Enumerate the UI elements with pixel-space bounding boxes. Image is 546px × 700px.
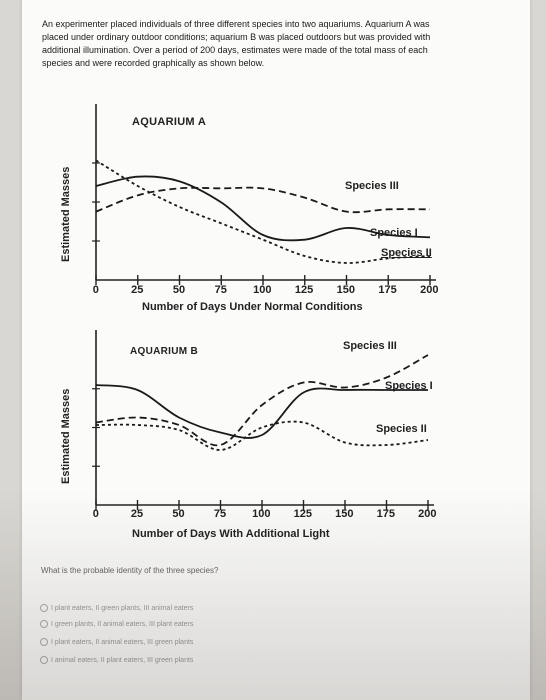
chart-b-tick-label: 75: [213, 508, 227, 520]
intro-line: additional illumination. Over a period o…: [42, 45, 428, 55]
chart-b-legend-species-ii: Species II: [376, 423, 427, 435]
chart-a-tick-label: 200: [420, 284, 439, 296]
chart-a-tick-label: 150: [336, 284, 355, 296]
chart-b-series-line: [95, 354, 429, 447]
chart-b-legend-species-iii: Species III: [343, 340, 397, 352]
chart-a-title: AQUARIUM A: [132, 116, 207, 128]
chart-b-series-line: [95, 420, 429, 451]
worksheet-page: [22, 0, 530, 700]
option-label: I plant eaters, II green plants, III ani…: [51, 604, 194, 612]
answer-option-3[interactable]: I plant eaters, II animal eaters, III gr…: [40, 638, 193, 646]
option-label: I animal eaters, II plant eaters, III gr…: [51, 656, 194, 664]
chart-b-tick-label: 175: [376, 508, 395, 520]
chart-b-xlabel: Number of Days With Additional Light: [132, 528, 330, 540]
chart-a-xlabel: Number of Days Under Normal Conditions: [142, 301, 363, 313]
chart-b-tick-label: 150: [335, 508, 354, 520]
chart-a-legend-species-iii: Species III: [345, 180, 399, 192]
answer-option-2[interactable]: I green plants, II animal eaters, III pl…: [40, 620, 193, 628]
option-label: I plant eaters, II animal eaters, III gr…: [51, 638, 194, 646]
chart-b-tick-label: 100: [252, 508, 271, 520]
chart-a-tick-label: 125: [294, 284, 314, 296]
option-label: I green plants, II animal eaters, III pl…: [51, 620, 194, 628]
chart-b-tick-label: 25: [130, 508, 144, 520]
chart-b-tick-label: 125: [293, 508, 312, 520]
chart-a-series-line: [95, 175, 431, 242]
chart-b-series-line: [95, 384, 428, 439]
chart-b-tick-label: 0: [92, 508, 99, 520]
answer-option-1[interactable]: I plant eaters, II green plants, III ani…: [40, 604, 193, 612]
chart-a-tick-label: 50: [172, 284, 186, 296]
chart-a-tick-label: 100: [253, 284, 272, 296]
intro-line: placed under ordinary outdoor conditions…: [42, 32, 431, 42]
intro-paragraph: An experimenter placed individuals of th…: [42, 18, 492, 70]
radio-button[interactable]: [40, 604, 48, 612]
intro-line: species and were recorded graphically as…: [42, 58, 265, 68]
chart-a-tick-label: 75: [214, 284, 227, 296]
chart-a-series-line: [95, 159, 431, 264]
radio-button[interactable]: [40, 656, 48, 664]
answer-option-4[interactable]: I animal eaters, II plant eaters, III gr…: [40, 656, 193, 664]
radio-button[interactable]: [40, 620, 48, 628]
intro-line: An experimenter placed individuals of th…: [42, 19, 430, 29]
chart-a-tick-label: 25: [131, 284, 144, 296]
chart-a-legend-species-ii: Species II: [381, 247, 432, 259]
radio-button[interactable]: [40, 638, 48, 646]
question-text: What is the probable identity of the thr…: [41, 566, 219, 575]
chart-a-tick-label: 175: [378, 284, 397, 296]
chart-b-legend-species-i: Species I: [385, 380, 433, 392]
chart-a-series-line: [95, 186, 431, 214]
chart-a-tick-label: 0: [92, 284, 99, 296]
chart-b-tick-label: 50: [172, 508, 185, 520]
chart-b-tick-label: 200: [418, 508, 437, 520]
chart-b-title: AQUARIUM B: [130, 346, 198, 357]
